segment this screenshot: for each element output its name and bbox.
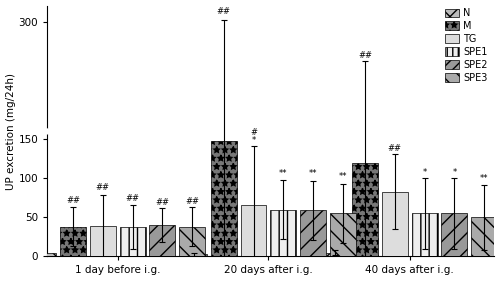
Bar — [180, 227, 205, 257]
Text: **: ** — [338, 173, 347, 182]
Text: ##: ## — [156, 198, 170, 207]
Bar — [60, 227, 86, 257]
Legend: N, M, TG, SPE1, SPE2, SPE3: N, M, TG, SPE1, SPE2, SPE3 — [442, 6, 490, 85]
Text: **: ** — [309, 169, 318, 178]
Y-axis label: UP excretion (mg/24h): UP excretion (mg/24h) — [6, 73, 16, 190]
Bar — [442, 214, 468, 257]
Bar — [382, 192, 407, 257]
Bar — [240, 205, 266, 257]
Bar — [150, 225, 176, 257]
Text: ##: ## — [358, 51, 372, 60]
Text: ##: ## — [66, 196, 80, 205]
Bar — [181, 254, 207, 257]
Text: ##: ## — [96, 183, 110, 192]
Bar — [412, 214, 438, 257]
Bar — [270, 210, 296, 257]
Text: ##: ## — [126, 194, 140, 203]
Text: ##: ## — [388, 144, 402, 153]
Bar — [211, 141, 236, 257]
Bar — [322, 253, 348, 257]
Text: ##: ## — [185, 197, 199, 206]
Bar — [352, 163, 378, 257]
Bar — [120, 227, 146, 257]
Bar — [300, 210, 326, 257]
Text: ##: ## — [216, 7, 230, 16]
Bar — [330, 214, 356, 257]
Text: #
*: # * — [250, 128, 257, 145]
Text: **: ** — [279, 169, 287, 178]
Bar — [30, 253, 56, 257]
Text: *: * — [452, 168, 456, 177]
Bar — [471, 217, 497, 257]
Bar — [90, 226, 116, 257]
Text: **: ** — [480, 174, 488, 183]
Text: *: * — [422, 168, 426, 177]
